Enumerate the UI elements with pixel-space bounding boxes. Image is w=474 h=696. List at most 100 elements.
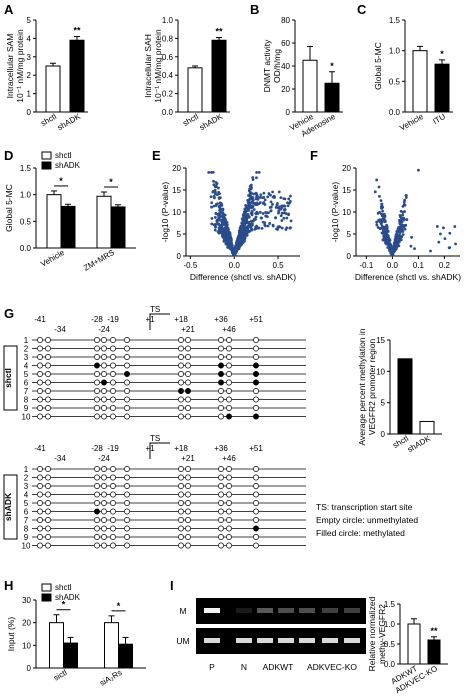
I_bar-bar	[407, 623, 421, 665]
cpg-site-methylated	[253, 371, 259, 377]
E-point	[226, 235, 230, 239]
F-x-tick-label: 0.2	[439, 261, 451, 270]
E-point	[225, 223, 229, 227]
E-point	[210, 222, 214, 226]
panel-letter-e: E	[152, 148, 161, 163]
E-point	[255, 195, 259, 198]
cpg-site	[124, 517, 130, 523]
cpg-site	[101, 483, 107, 489]
cpg-site	[185, 405, 191, 411]
A1-y-label: Intracellular SAM10⁻¹ nM/mg protein	[5, 29, 25, 103]
I_bar-y-tick-label: 1.5	[384, 600, 396, 609]
B-bar	[302, 59, 318, 113]
F-point	[439, 232, 442, 236]
cpg-site	[218, 337, 224, 343]
position-label: +21	[181, 454, 195, 463]
cpg-site	[178, 413, 184, 420]
F-point	[383, 219, 386, 223]
E-point	[287, 197, 291, 201]
E-point	[248, 202, 252, 206]
E-y-tick-label: 10	[172, 208, 181, 217]
E-point	[259, 193, 263, 197]
E-y-label: -log10 (P-value)	[160, 182, 170, 243]
cpg-site	[45, 491, 51, 498]
F-point	[386, 236, 390, 240]
cpg-site	[101, 362, 107, 369]
E-point	[223, 228, 227, 232]
cpg-site	[185, 517, 191, 523]
cpg-site	[101, 413, 107, 420]
F-point	[382, 225, 386, 229]
E-point	[263, 221, 267, 224]
E-point	[258, 196, 262, 199]
gel-row-m	[196, 598, 366, 624]
E-point	[217, 226, 221, 230]
F-point	[378, 210, 381, 214]
E-point	[228, 231, 232, 235]
E-point	[211, 171, 215, 174]
E-point	[285, 201, 289, 205]
E-point	[266, 195, 270, 199]
E-point	[271, 190, 275, 194]
cpg-site	[110, 405, 116, 411]
E-point	[259, 216, 263, 220]
cpg-site	[110, 337, 116, 343]
E-x-tick-label: 0.0	[229, 261, 241, 270]
A2-y-tick-label: 1.0	[162, 16, 174, 25]
cpg-site	[37, 483, 43, 489]
ts-arrow	[149, 313, 170, 330]
cpg-site	[45, 405, 51, 411]
cpg-site	[253, 345, 259, 352]
cpg-site	[37, 337, 43, 343]
cpg-site	[124, 345, 130, 352]
F-point	[410, 235, 413, 239]
cpg-site	[110, 466, 116, 472]
cpg-site	[101, 542, 107, 549]
cpg-site	[37, 466, 43, 472]
cpg-site-methylated	[218, 371, 224, 377]
E-point	[239, 228, 243, 232]
E-point	[260, 227, 264, 230]
gel-band	[344, 608, 360, 613]
E-point	[277, 206, 280, 210]
F-point	[399, 216, 403, 220]
F-point	[380, 202, 384, 206]
E-point	[262, 191, 266, 195]
cpg-site	[218, 388, 224, 394]
cpg-site	[226, 517, 232, 523]
cpg-site	[218, 354, 224, 360]
E-point	[251, 196, 255, 199]
position-label: +51	[249, 444, 263, 453]
cpg-site	[101, 405, 107, 411]
E-point	[217, 218, 221, 222]
cpg-site	[178, 371, 184, 377]
E-point	[217, 231, 221, 235]
E-point	[284, 212, 288, 215]
cpg-site	[101, 371, 107, 377]
cpg-site	[101, 500, 107, 506]
E-point	[213, 228, 217, 232]
row-number: 6	[24, 379, 29, 388]
D-y-tick-label: 0.0	[20, 244, 32, 253]
E-point	[246, 208, 250, 212]
cpg-site-methylated	[218, 362, 224, 369]
cpg-site	[94, 354, 100, 360]
F-point	[437, 240, 441, 244]
F-point	[401, 230, 405, 233]
C-y-tick-label: 1.0	[389, 47, 401, 56]
F-point	[409, 244, 413, 248]
E-point	[230, 245, 234, 249]
E-point	[210, 216, 214, 220]
E-point	[251, 198, 255, 202]
cpg-site	[45, 534, 51, 540]
E-point	[221, 215, 225, 219]
E-x-label: Difference (shctl vs. shADK)	[190, 272, 296, 282]
E-point	[253, 201, 257, 205]
cpg-site	[218, 517, 224, 523]
H-y-tick-label: 0	[27, 664, 32, 673]
cpg-site	[185, 542, 191, 549]
A1-y-tick-label: 3	[27, 53, 32, 62]
cpg-site	[124, 379, 130, 386]
cpg-site	[45, 396, 51, 403]
F-point	[394, 244, 398, 248]
